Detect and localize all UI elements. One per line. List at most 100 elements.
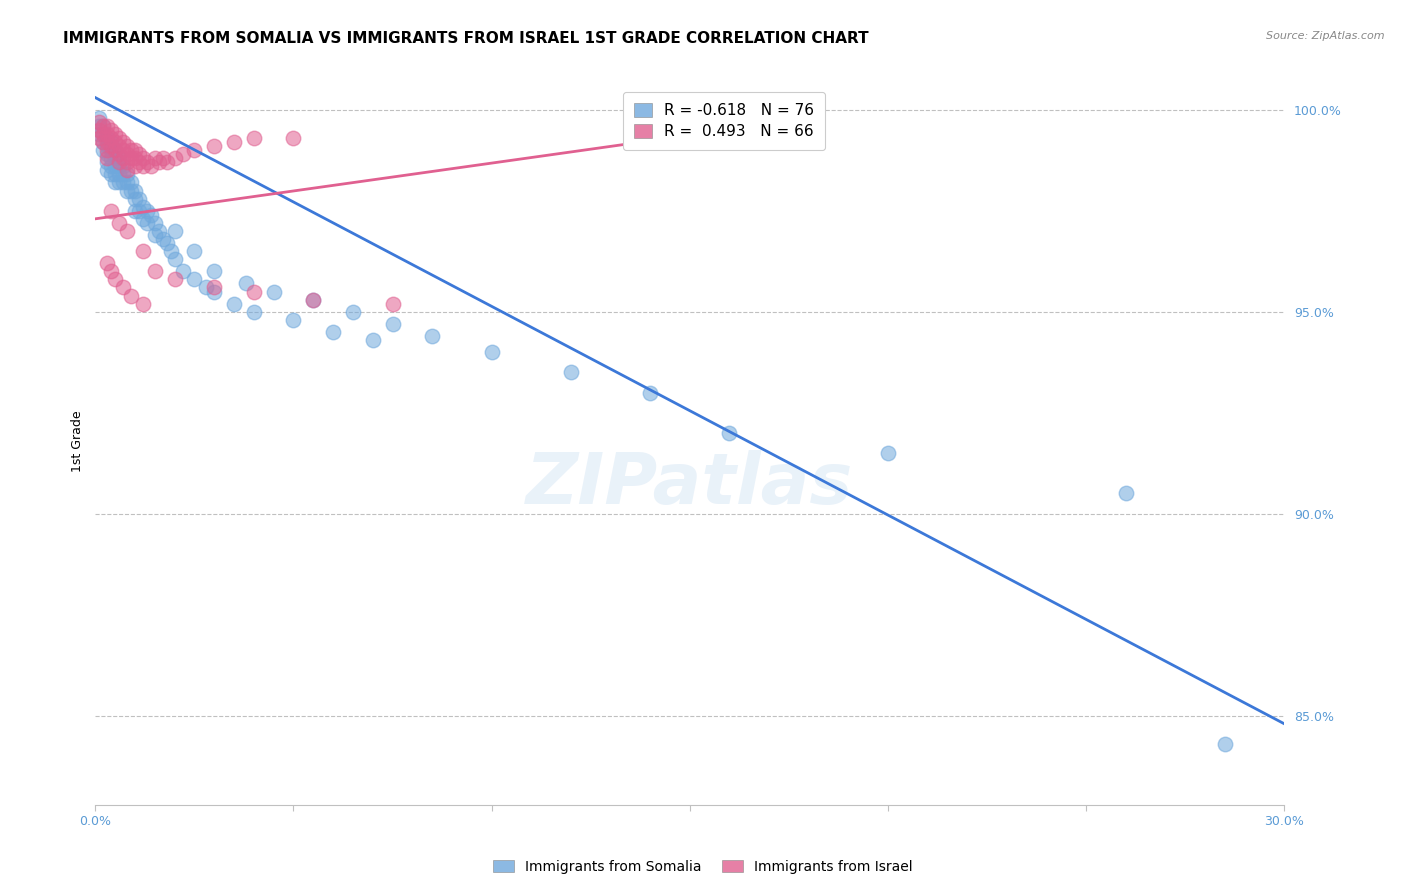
Point: [115, 176, 138, 190]
Point: [91, 119, 114, 133]
Point: [152, 151, 174, 165]
Point: [91, 119, 114, 133]
Point: [108, 139, 131, 153]
Point: [91, 127, 114, 141]
Point: [139, 159, 162, 173]
Point: [420, 329, 443, 343]
Text: ZIPatlas: ZIPatlas: [526, 450, 853, 519]
Point: [112, 143, 135, 157]
Point: [302, 293, 325, 307]
Point: [156, 235, 179, 250]
Point: [100, 143, 122, 157]
Point: [124, 192, 146, 206]
Point: [1115, 486, 1137, 500]
Point: [96, 119, 118, 133]
Point: [108, 176, 131, 190]
Point: [115, 155, 138, 169]
Point: [100, 151, 122, 165]
Point: [104, 272, 127, 286]
Point: [120, 184, 142, 198]
Point: [96, 127, 118, 141]
Point: [104, 135, 127, 149]
Point: [124, 151, 146, 165]
Point: [143, 151, 166, 165]
Point: [139, 208, 162, 222]
Point: [361, 333, 384, 347]
Point: [108, 159, 131, 173]
Point: [283, 131, 305, 145]
Point: [104, 159, 127, 173]
Point: [96, 147, 118, 161]
Point: [124, 159, 146, 173]
Point: [132, 244, 155, 259]
Point: [115, 224, 138, 238]
Point: [100, 123, 122, 137]
Point: [100, 167, 122, 181]
Point: [135, 216, 157, 230]
Point: [381, 317, 404, 331]
Point: [143, 264, 166, 278]
Point: [128, 155, 150, 169]
Point: [96, 131, 118, 145]
Point: [89, 127, 111, 141]
Point: [108, 147, 131, 161]
Point: [108, 131, 131, 145]
Point: [89, 115, 111, 129]
Point: [128, 147, 150, 161]
Point: [243, 304, 266, 318]
Point: [235, 277, 257, 291]
Point: [108, 167, 131, 181]
Point: [143, 227, 166, 242]
Point: [481, 345, 503, 359]
Point: [96, 139, 118, 153]
Point: [96, 135, 118, 149]
Point: [115, 139, 138, 153]
Point: [132, 296, 155, 310]
Point: [104, 143, 127, 157]
Point: [89, 111, 111, 125]
Point: [112, 280, 135, 294]
Point: [172, 147, 194, 161]
Point: [163, 224, 186, 238]
Point: [132, 200, 155, 214]
Point: [91, 127, 114, 141]
Point: [243, 285, 266, 299]
Point: [183, 272, 205, 286]
Text: Source: ZipAtlas.com: Source: ZipAtlas.com: [1267, 31, 1385, 41]
Point: [1213, 737, 1236, 751]
Point: [195, 280, 218, 294]
Point: [128, 192, 150, 206]
Point: [115, 147, 138, 161]
Point: [135, 203, 157, 218]
Point: [108, 216, 131, 230]
Point: [183, 143, 205, 157]
Point: [96, 151, 118, 165]
Point: [112, 151, 135, 165]
Point: [183, 244, 205, 259]
Point: [104, 127, 127, 141]
Point: [222, 135, 245, 149]
Point: [132, 159, 155, 173]
Point: [112, 176, 135, 190]
Point: [143, 216, 166, 230]
Point: [100, 159, 122, 173]
Point: [115, 184, 138, 198]
Point: [104, 143, 127, 157]
Point: [202, 264, 225, 278]
Point: [120, 143, 142, 157]
Point: [132, 211, 155, 226]
Point: [120, 176, 142, 190]
Point: [152, 232, 174, 246]
Point: [202, 285, 225, 299]
Point: [322, 325, 344, 339]
Legend: R = -0.618   N = 76, R =  0.493   N = 66: R = -0.618 N = 76, R = 0.493 N = 66: [623, 93, 825, 150]
Text: IMMIGRANTS FROM SOMALIA VS IMMIGRANTS FROM ISRAEL 1ST GRADE CORRELATION CHART: IMMIGRANTS FROM SOMALIA VS IMMIGRANTS FR…: [63, 31, 869, 46]
Point: [172, 264, 194, 278]
Point: [89, 123, 111, 137]
Point: [96, 155, 118, 169]
Point: [91, 135, 114, 149]
Point: [120, 288, 142, 302]
Point: [128, 203, 150, 218]
Point: [283, 313, 305, 327]
Point: [159, 244, 181, 259]
